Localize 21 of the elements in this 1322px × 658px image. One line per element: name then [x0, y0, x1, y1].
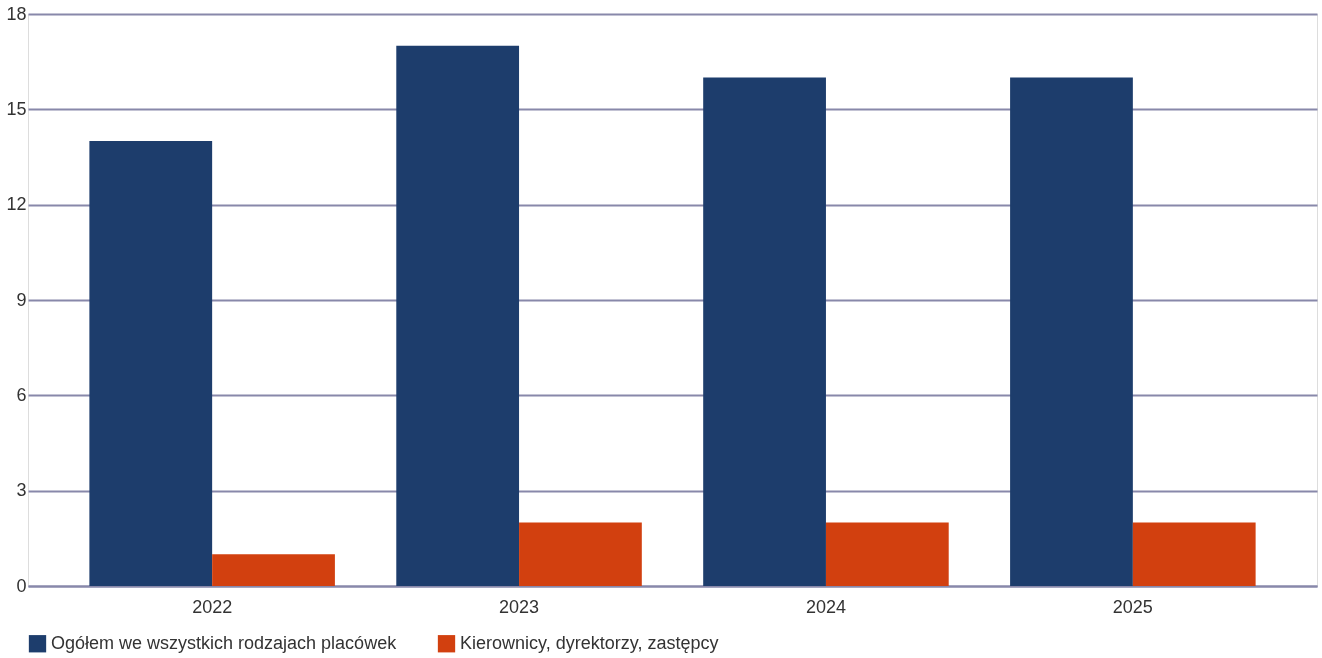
y-tick-label: 12 — [6, 194, 27, 215]
legend-label: Kierownicy, dyrektorzy, zastępcy — [460, 632, 719, 653]
bar — [89, 141, 213, 586]
x-tick-label: 2023 — [499, 596, 540, 617]
y-tick-label: 18 — [6, 3, 27, 24]
x-tick-label: 2025 — [1112, 596, 1153, 617]
bar — [1132, 522, 1256, 586]
bar — [703, 77, 826, 586]
bar — [212, 554, 335, 586]
y-tick-label: 9 — [16, 289, 27, 310]
bar — [1010, 77, 1133, 586]
legend-label: Ogółem we wszystkich rodzajach placówek — [51, 632, 398, 653]
y-tick-label: 15 — [6, 98, 27, 119]
y-tick-label: 3 — [16, 480, 27, 501]
x-tick-label: 2024 — [805, 596, 846, 617]
bar — [396, 45, 520, 586]
x-tick-label: 2022 — [192, 596, 233, 617]
bar — [825, 522, 949, 586]
y-tick-label: 6 — [16, 384, 27, 405]
y-tick-label: 0 — [16, 575, 27, 596]
bar — [519, 522, 642, 586]
